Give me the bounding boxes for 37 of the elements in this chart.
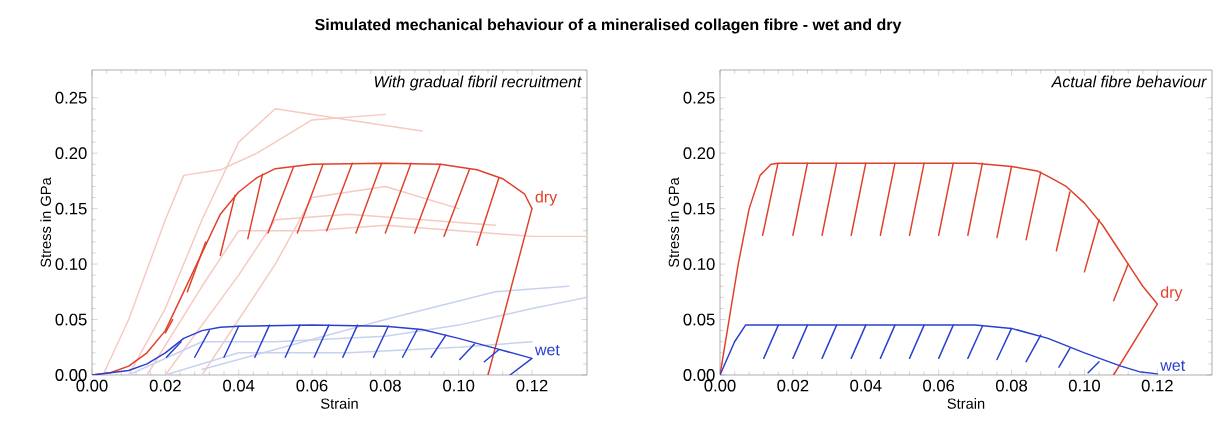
y-tick-label: 0.05 bbox=[55, 313, 87, 326]
y-tick-label: 0.20 bbox=[55, 147, 87, 160]
x-tick-label: 0.04 bbox=[850, 379, 882, 392]
x-tick-label: 0.06 bbox=[296, 379, 328, 392]
y-tick-label: 0.10 bbox=[55, 258, 87, 270]
x-axis-title: Strain bbox=[947, 398, 985, 409]
series-label: dry bbox=[1160, 286, 1183, 302]
series-label: dry bbox=[535, 190, 558, 206]
annotation: With gradual fibril recruitment bbox=[374, 75, 582, 91]
x-tick-label: 0.06 bbox=[923, 379, 955, 392]
x-tick-label: 0.12 bbox=[1141, 379, 1173, 392]
annotation: Actual fibre behaviour bbox=[1050, 75, 1207, 88]
y-tick-label: 0.00 bbox=[55, 369, 87, 381]
x-tick-label: 0.08 bbox=[996, 379, 1028, 392]
y-axis-title: Stress in GPa bbox=[40, 177, 52, 268]
chart-title: Simulated mechanical behaviour of a mineralised collagen fibre - wet and dry bbox=[315, 18, 902, 34]
x-axis-title: Strain bbox=[321, 398, 358, 409]
y-tick-label: 0.15 bbox=[683, 202, 715, 215]
y-tick-label: 0.15 bbox=[55, 202, 87, 215]
x-tick-label: 0.10 bbox=[1068, 379, 1101, 392]
x-tick-label: 0.12 bbox=[516, 379, 548, 392]
y-tick-label: 0.05 bbox=[683, 313, 715, 326]
y-tick-label: 0.00 bbox=[683, 369, 715, 381]
series-label: wet bbox=[1160, 360, 1186, 371]
y-tick-label: 0.10 bbox=[683, 258, 715, 270]
y-tick-label: 0.20 bbox=[683, 147, 715, 160]
y-tick-label: 0.25 bbox=[55, 91, 87, 104]
y-tick-label: 0.25 bbox=[683, 91, 715, 104]
y-axis-title: Stress in GPa bbox=[668, 177, 680, 268]
x-tick-label: 0.02 bbox=[777, 379, 809, 392]
x-tick-label: 0.08 bbox=[369, 379, 401, 392]
series-label: wet bbox=[534, 344, 560, 356]
x-tick-label: 0.00 bbox=[704, 379, 736, 392]
x-tick-label: 0.02 bbox=[149, 379, 181, 392]
x-tick-label: 0.10 bbox=[443, 379, 475, 392]
x-tick-label: 0.04 bbox=[223, 379, 255, 392]
x-tick-label: 0.00 bbox=[76, 379, 108, 392]
